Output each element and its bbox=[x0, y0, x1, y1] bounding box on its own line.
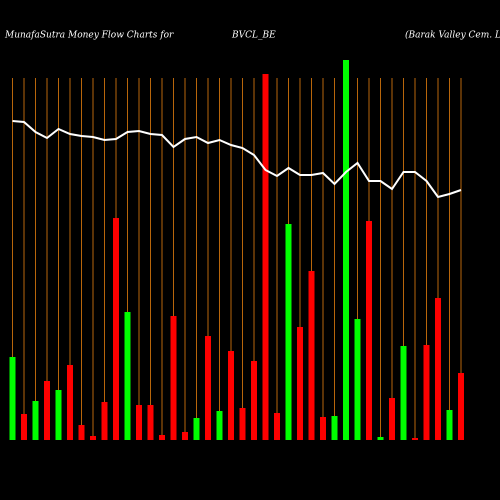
bar bbox=[101, 402, 108, 440]
bar bbox=[228, 351, 234, 440]
bar bbox=[458, 373, 464, 440]
bar bbox=[320, 417, 326, 440]
bar bbox=[308, 271, 315, 440]
bar bbox=[446, 410, 453, 440]
bar bbox=[389, 398, 395, 440]
bar bbox=[170, 316, 177, 440]
chart-title: MunafaSutra Money Flow Charts for bbox=[4, 31, 174, 41]
bar bbox=[9, 357, 16, 440]
bar bbox=[159, 435, 165, 440]
bar bbox=[251, 361, 257, 440]
bar bbox=[366, 221, 372, 440]
bar bbox=[136, 405, 142, 440]
bar bbox=[377, 437, 384, 440]
bar bbox=[32, 401, 39, 440]
bar bbox=[147, 405, 154, 440]
annotation: (Barak Valley Cem. Ltd.) M bbox=[405, 30, 500, 41]
bar bbox=[193, 418, 200, 440]
bar bbox=[343, 60, 349, 440]
bar bbox=[412, 438, 418, 440]
bar bbox=[435, 298, 441, 440]
bar bbox=[297, 327, 303, 440]
chart-subtitle: BVCL_BE bbox=[231, 31, 276, 41]
bar bbox=[44, 381, 50, 440]
bar bbox=[400, 346, 407, 440]
bar bbox=[354, 319, 361, 440]
bar bbox=[182, 432, 188, 440]
bar bbox=[274, 413, 280, 440]
bar bbox=[239, 408, 246, 440]
bar bbox=[55, 390, 62, 440]
bar bbox=[67, 365, 73, 440]
price-line bbox=[12, 120, 462, 199]
bar bbox=[21, 414, 27, 440]
bar bbox=[78, 425, 85, 440]
bar bbox=[423, 345, 430, 440]
bar bbox=[205, 336, 211, 440]
bar bbox=[331, 416, 338, 440]
bar bbox=[216, 411, 223, 440]
bar bbox=[90, 436, 96, 440]
bar bbox=[113, 218, 119, 440]
bar bbox=[285, 224, 292, 440]
bar bbox=[124, 312, 131, 440]
bar bbox=[262, 74, 269, 440]
